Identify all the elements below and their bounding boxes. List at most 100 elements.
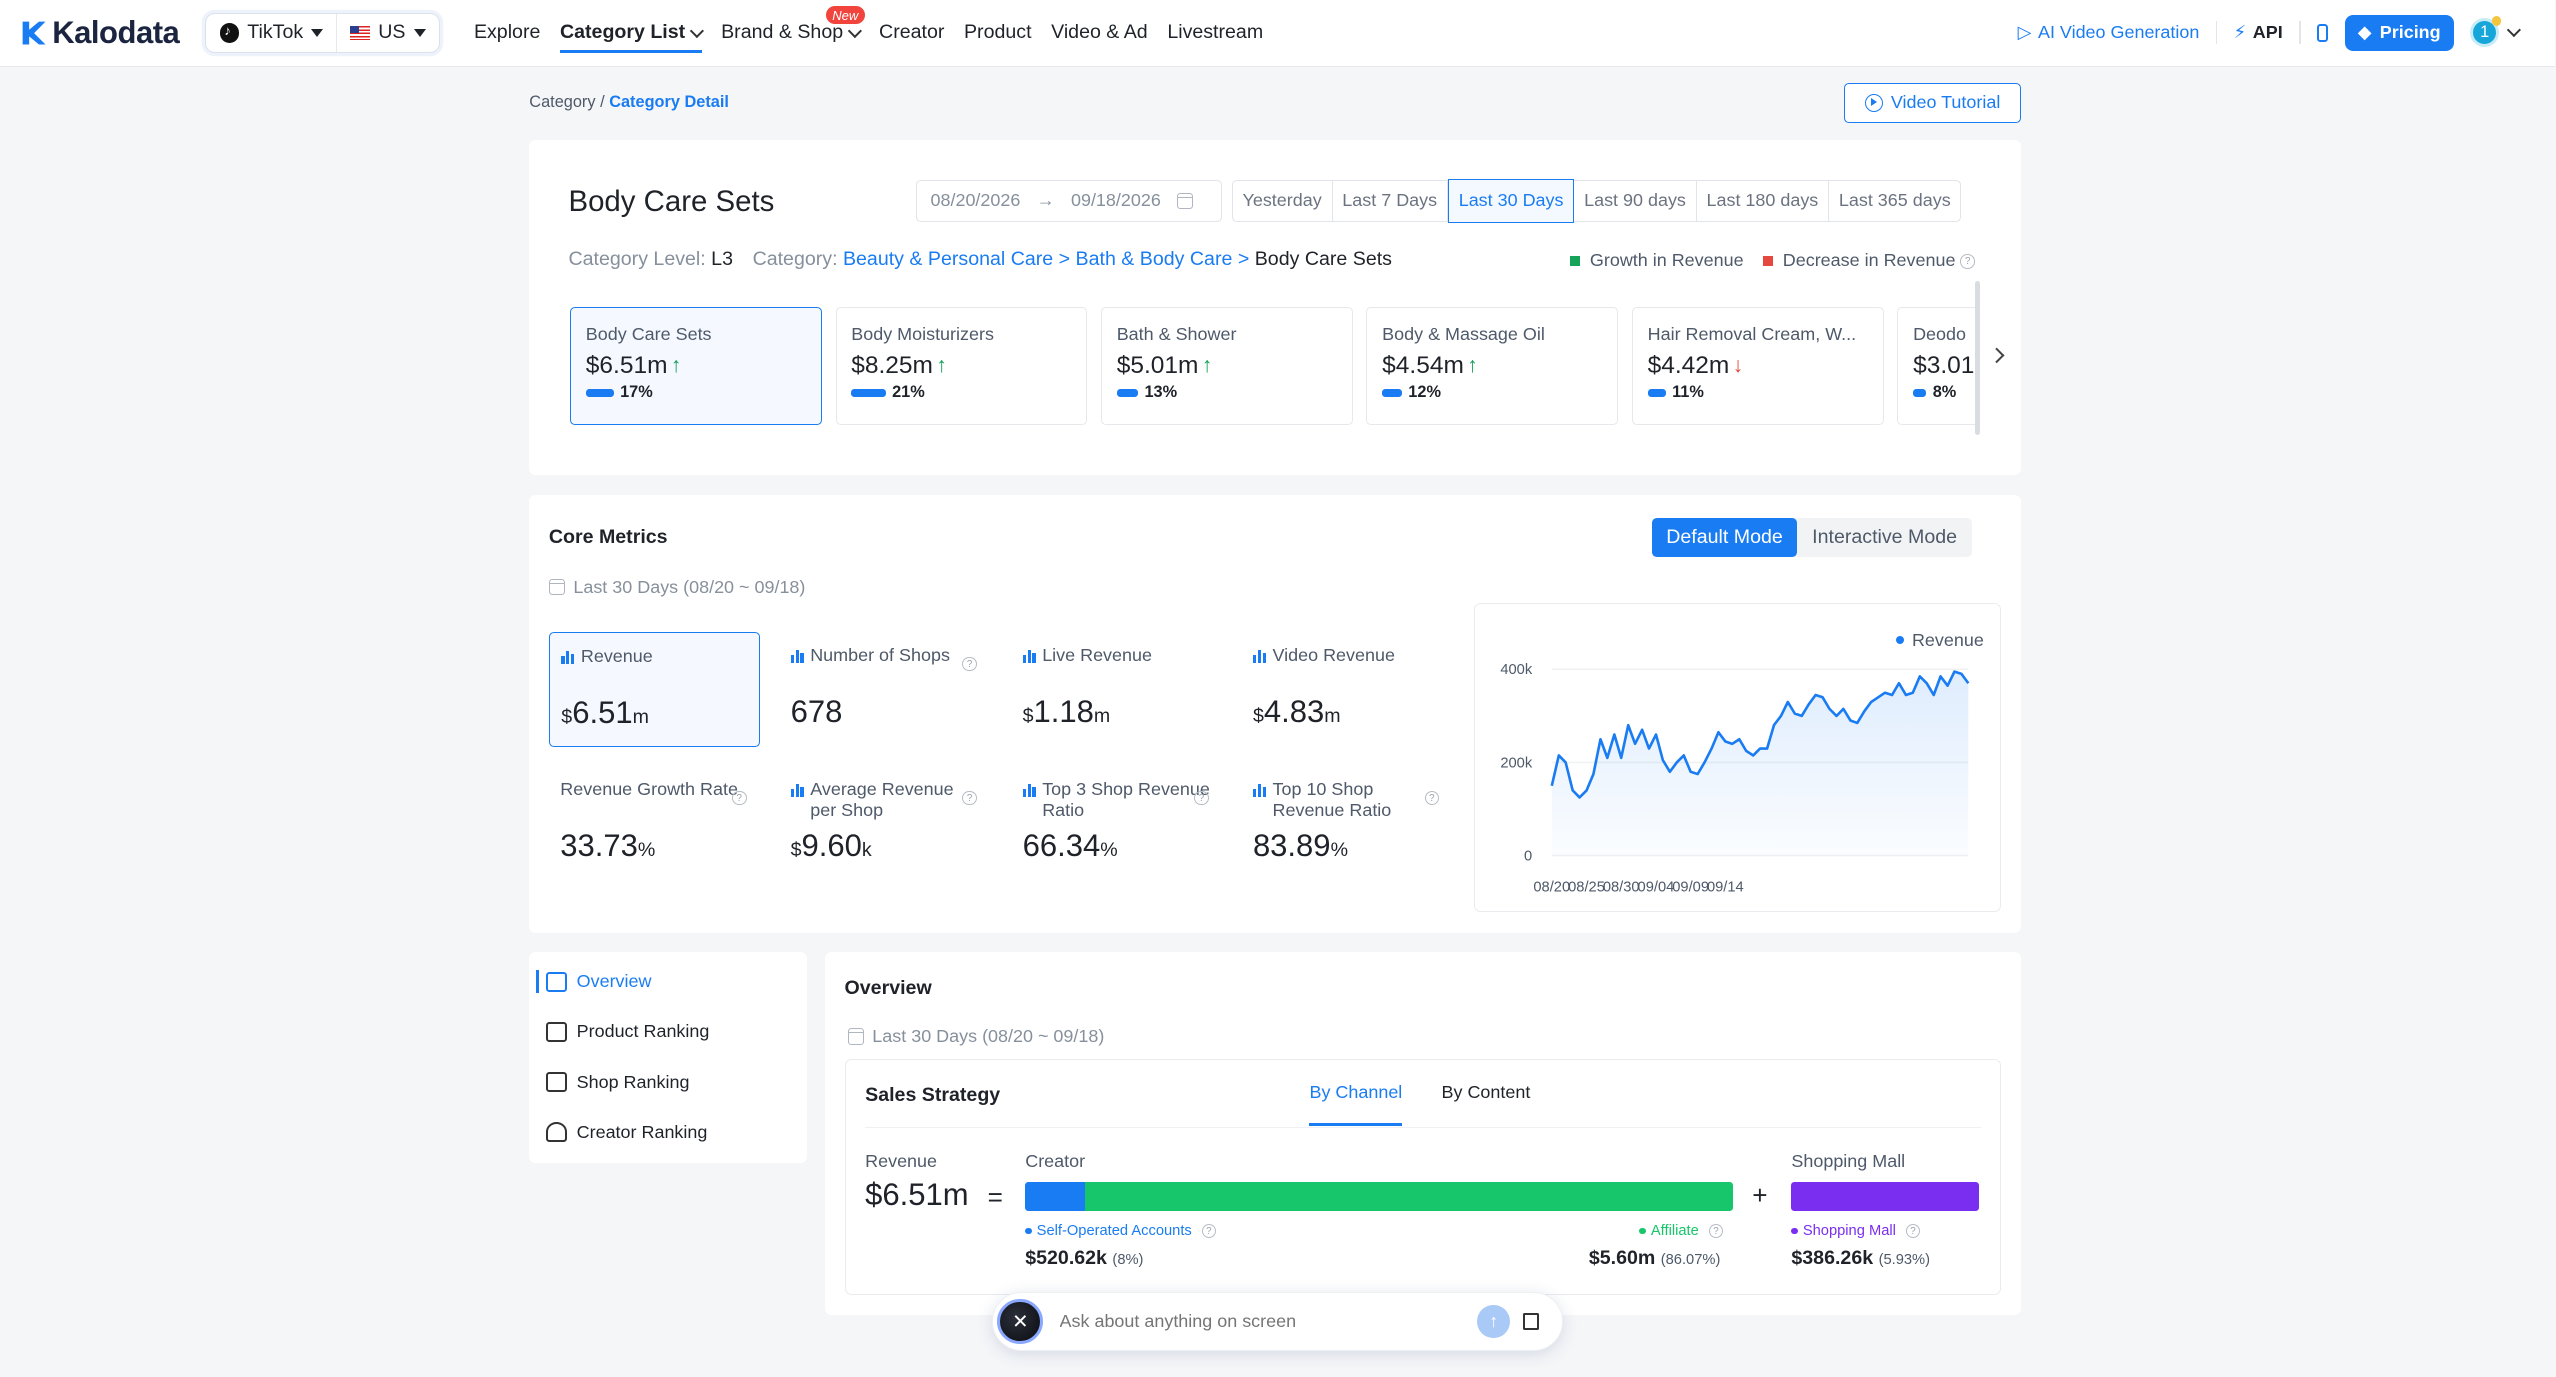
nav-product[interactable]: Product	[954, 0, 1041, 66]
help-icon[interactable]: ?	[1960, 253, 1976, 269]
affiliate-segment[interactable]	[1085, 1182, 1733, 1212]
help-icon[interactable]: ?	[1424, 790, 1440, 806]
assistant-logo-icon[interactable]: ✕	[997, 1298, 1044, 1345]
period-option[interactable]: Yesterday	[1233, 180, 1333, 222]
period-option[interactable]: Last 7 Days	[1333, 180, 1448, 222]
legend-decrease-label: Decrease in Revenue	[1782, 249, 1956, 270]
nav-video-ad[interactable]: Video & Ad	[1041, 0, 1157, 66]
legend-label: Revenue	[1911, 629, 1984, 650]
tab-by-content[interactable]: By Content	[1441, 1082, 1531, 1103]
avatar[interactable]: 1	[2470, 16, 2502, 48]
shopping-mall-legend: Shopping Mall ?	[1791, 1222, 1921, 1239]
help-icon[interactable]: ?	[1194, 790, 1209, 806]
chevron-right-icon[interactable]	[1988, 347, 2006, 364]
metric-revenue[interactable]: Revenue $6.51m	[548, 632, 760, 747]
category-card[interactable]: Deodo $3.01 8%	[1897, 307, 1979, 425]
metric-label-text: Average Revenue per Shop	[810, 779, 954, 821]
period-option[interactable]: Last 180 days	[1697, 180, 1830, 222]
nav-explore[interactable]: Explore	[464, 0, 550, 66]
revenue-label: Revenue	[865, 1151, 938, 1172]
ai-video-generation-link[interactable]: ▷ AI Video Generation	[2018, 22, 2200, 43]
category-card-name: Deodo	[1913, 324, 1966, 345]
category-path-link[interactable]: Bath & Body Care	[1075, 248, 1233, 271]
chevron-down-icon[interactable]	[2507, 23, 2522, 38]
logo[interactable]: Kalodata	[21, 15, 180, 51]
interactive-mode-button[interactable]: Interactive Mode	[1812, 525, 1958, 548]
help-icon[interactable]: ?	[1201, 1223, 1217, 1239]
help-icon[interactable]: ?	[1905, 1223, 1921, 1239]
self-operated-value: $520.62k (8%)	[1025, 1247, 1143, 1270]
video-tutorial-button[interactable]: Video Tutorial	[1844, 83, 2021, 123]
bar-chart-icon	[561, 650, 575, 665]
api-link[interactable]: ⚡ API	[2234, 22, 2283, 43]
category-card[interactable]: Body Care Sets $6.51m ↑ 17%	[570, 307, 822, 425]
value: $5.01m	[1116, 351, 1199, 379]
mobile-icon[interactable]	[2316, 23, 2329, 42]
metric-label: Average Revenue per Shop	[790, 779, 979, 821]
side-product-ranking[interactable]: Product Ranking	[539, 1016, 709, 1049]
category-path-current: Body Care Sets	[1254, 248, 1392, 271]
tab-by-channel[interactable]: By Channel	[1309, 1082, 1403, 1126]
metric-revenue-growth-rate[interactable]: Revenue Growth Rate? 33.73%	[549, 766, 760, 880]
expand-icon[interactable]	[1523, 1313, 1540, 1330]
metric-number: 1.18	[1033, 694, 1094, 730]
date-range-picker[interactable]: 08/20/2026 → 09/18/2026	[916, 179, 1222, 223]
y-tick-label: 400k	[1500, 662, 1533, 678]
side-overview[interactable]: Overview	[535, 965, 651, 998]
period-option[interactable]: Last 365 days	[1838, 190, 1951, 211]
legend-label: Shopping Mall	[1802, 1222, 1896, 1239]
pricing-button[interactable]: ◆ Pricing	[2344, 14, 2454, 51]
metric-value: $1.18m	[1023, 694, 1111, 730]
shopping-mall-value: $386.26k (5.93%)	[1791, 1247, 1930, 1270]
default-mode-button[interactable]: Default Mode	[1651, 517, 1798, 558]
category-card[interactable]: Body Moisturizers $8.25m ↑ 21%	[835, 307, 1088, 425]
nav-brand-shop[interactable]: Brand & Shop New	[711, 0, 869, 66]
period-option[interactable]: Last 30 Days	[1447, 179, 1575, 223]
help-icon[interactable]: ?	[962, 656, 977, 672]
country-select[interactable]: US	[336, 14, 438, 52]
play-icon: ▷	[2017, 22, 2032, 43]
send-arrow-icon[interactable]: ↑	[1477, 1305, 1511, 1338]
category-card-name: Body & Massage Oil	[1382, 324, 1545, 345]
nav-livestream[interactable]: Livestream	[1158, 0, 1273, 66]
help-icon[interactable]: ?	[1708, 1223, 1724, 1239]
metric-top-3-shop-revenue-ratio[interactable]: Top 3 Shop Revenue Ratio? 66.34%	[1011, 766, 1222, 880]
breadcrumb: Category / Category Detail	[529, 93, 729, 112]
share-pct: 13%	[1144, 383, 1178, 402]
metric-top-10-shop-revenue-ratio[interactable]: Top 10 Shop Revenue Ratio? 83.89%	[1242, 766, 1453, 880]
help-icon[interactable]: ?	[962, 790, 977, 806]
category-path-link[interactable]: Beauty & Personal Care	[842, 248, 1054, 271]
shopping-mall-bar[interactable]	[1791, 1182, 1980, 1212]
period-option[interactable]: Last 90 days	[1574, 180, 1697, 222]
metric-video-revenue[interactable]: Video Revenue $4.83m	[1242, 632, 1453, 746]
platform-select[interactable]: TikTok	[206, 14, 336, 51]
side-shop-ranking[interactable]: Shop Ranking	[539, 1066, 689, 1099]
metric-value: $9.60k	[791, 828, 872, 864]
breadcrumb-root[interactable]: Category	[529, 93, 596, 112]
metric-value: 33.73%	[560, 828, 655, 864]
ask-input[interactable]	[1059, 1311, 1478, 1333]
category-card[interactable]: Body & Massage Oil $4.54m ↑ 12%	[1366, 307, 1619, 425]
category-info: Category Level: L3 Category: Beauty & Pe…	[568, 248, 1391, 271]
category-card[interactable]: Bath & Shower $5.01m ↑ 13%	[1101, 307, 1353, 425]
side-creator-ranking[interactable]: Creator Ranking	[539, 1116, 707, 1149]
category-card-value: $4.42m ↓	[1648, 352, 1868, 380]
nav-creator[interactable]: Creator	[869, 0, 954, 66]
side-item-label: Product Ranking	[576, 1021, 710, 1042]
calendar-icon	[1177, 192, 1194, 210]
breadcrumb-sep: /	[600, 93, 605, 112]
metric-unit: m	[632, 706, 649, 729]
nav-category-list[interactable]: Category List	[550, 0, 711, 66]
metric-live-revenue[interactable]: Live Revenue $1.18m	[1011, 632, 1222, 746]
self-operated-segment[interactable]	[1025, 1182, 1086, 1212]
category-card[interactable]: Hair Removal Cream, W... $4.42m ↓ 11%	[1631, 307, 1884, 425]
metric-average-revenue-per-shop[interactable]: Average Revenue per Shop? $9.60k	[779, 766, 990, 880]
metric-number: 66.34	[1022, 828, 1101, 864]
range-note: Last 30 Days (08/20 ~ 09/18)	[548, 577, 805, 598]
period-selector: Yesterday Last 7 Days Last 30 Days Last 90 …	[1231, 179, 1962, 223]
metric-number-of-shops[interactable]: Number of Shops? 678	[779, 632, 990, 746]
help-icon[interactable]: ?	[731, 790, 747, 806]
scrollbar[interactable]	[1975, 280, 1980, 435]
metric-value: $6.51m	[561, 695, 649, 731]
